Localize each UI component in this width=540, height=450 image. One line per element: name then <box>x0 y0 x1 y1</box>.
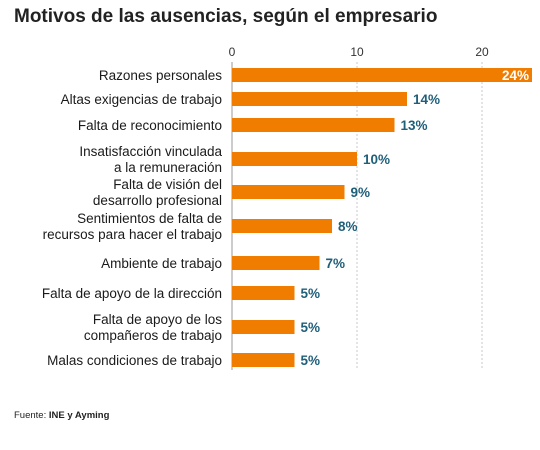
x-tick-label: 0 <box>229 45 236 59</box>
gridlines <box>231 62 483 370</box>
bar <box>232 185 345 199</box>
x-tick-label: 10 <box>350 45 364 59</box>
bar <box>232 92 407 106</box>
category-label: Falta de reconocimiento <box>78 118 222 133</box>
bar <box>232 68 532 82</box>
value-labels: 24% 14% 13% 10% 9% 8% 7% 5% 5% 5% <box>301 68 530 368</box>
data-label: 8% <box>338 219 358 234</box>
bar <box>232 286 295 300</box>
category-labels: Razones personales Altas exigencias de tr… <box>42 68 223 368</box>
category-label: Falta de visión del <box>113 177 222 192</box>
bar <box>232 219 332 233</box>
category-label: compañeros de trabajo <box>84 328 222 343</box>
x-axis-ticks: 0 10 20 <box>229 45 489 59</box>
category-label: Falta de apoyo de la dirección <box>42 286 222 301</box>
bar <box>232 320 295 334</box>
source-value: INE y Ayming <box>48 410 110 421</box>
category-label: desarrollo profesional <box>93 193 222 208</box>
category-label: Ambiente de trabajo <box>101 256 222 271</box>
data-label: 9% <box>351 185 371 200</box>
bar <box>232 256 320 270</box>
category-label: Falta de apoyo de los <box>93 312 222 327</box>
source-note: Fuente: INE y Ayming <box>14 410 109 421</box>
bar <box>232 152 357 166</box>
data-label: 13% <box>401 118 428 133</box>
x-tick-label: 20 <box>475 45 489 59</box>
category-label: a la remuneración <box>114 160 222 175</box>
category-label: Razones personales <box>99 68 222 83</box>
bars <box>232 68 532 367</box>
bar <box>232 353 295 367</box>
source-label: Fuente: <box>14 410 47 421</box>
category-label: Altas exigencias de trabajo <box>61 92 222 107</box>
chart-title: Motivos de las ausencias, según el empre… <box>14 6 438 27</box>
data-label: 5% <box>301 320 321 335</box>
data-label: 24% <box>502 68 529 83</box>
category-label: Insatisfacción vinculada <box>79 144 222 159</box>
bar <box>232 118 395 132</box>
category-label: Sentimientos de falta de <box>77 211 222 226</box>
bar-chart: 0 10 20 Razones personales Altas exigencias… <box>42 45 532 370</box>
data-label: 10% <box>363 152 390 167</box>
data-label: 5% <box>301 286 321 301</box>
data-label: 5% <box>301 353 321 368</box>
data-label: 7% <box>326 256 346 271</box>
data-label: 14% <box>413 92 440 107</box>
category-label: Malas condiciones de trabajo <box>47 353 222 368</box>
category-label: recursos para hacer el trabajo <box>43 227 222 242</box>
